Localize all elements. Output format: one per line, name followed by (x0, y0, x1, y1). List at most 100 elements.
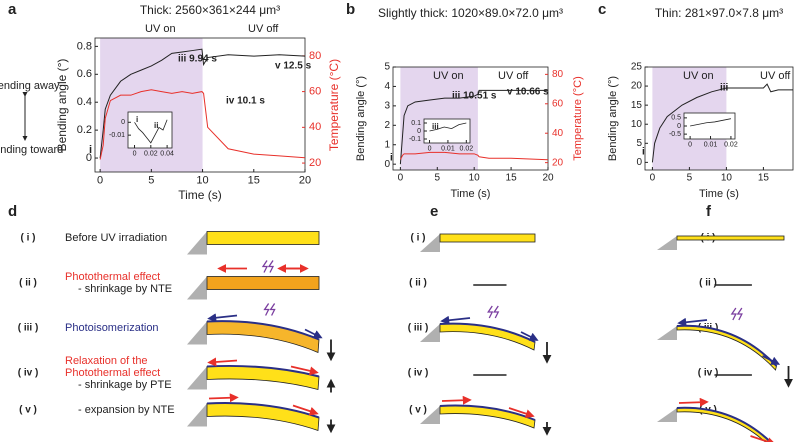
x-tick-label: 0 (428, 145, 432, 152)
x-tick-label: 20 (542, 173, 554, 184)
support (657, 236, 677, 250)
y2-tick-label: 60 (552, 98, 564, 109)
data-line (134, 119, 168, 144)
arrow (678, 397, 709, 407)
annotation: UV on (433, 70, 464, 82)
x-tick-label: 0 (97, 175, 103, 187)
inset-bg (684, 113, 735, 139)
row-text: Photothermal effect (65, 367, 160, 379)
bent-beam (206, 320, 320, 354)
row-number: ( i ) (21, 233, 36, 244)
row-text: Photothermal effect (65, 271, 160, 283)
support (420, 324, 440, 342)
x-tick-label: 15 (758, 173, 770, 184)
beam (206, 276, 320, 290)
row-text: Photoisomerization (65, 322, 159, 334)
inset-annotation: ii (154, 121, 158, 130)
row-text: - expansion by NTE (78, 404, 175, 416)
inset-annotation: i (136, 115, 138, 124)
annotation: iii (720, 83, 729, 94)
panel-label: f (706, 203, 712, 220)
x-tick-label: 20 (299, 175, 311, 187)
y2-tick-label: 20 (552, 157, 564, 168)
arrow (441, 395, 472, 405)
arrow (304, 328, 323, 339)
y2-tick-label: 80 (309, 50, 321, 62)
annotation: iv 10.1 s (226, 96, 265, 107)
annotation: Bending toward (0, 144, 63, 156)
x-tick-label: 10 (721, 173, 733, 184)
y-tick-label: 5 (636, 138, 642, 149)
y-tick-label: 0.1 (411, 120, 421, 127)
y2-tick-label: 20 (309, 157, 321, 169)
beam (206, 231, 320, 245)
support (187, 231, 207, 255)
uv-bolt (263, 303, 276, 316)
x-tick-label: 15 (248, 175, 260, 187)
y-axis-label: Bending angle (°) (55, 59, 69, 152)
y-tick-label: 0.8 (77, 40, 92, 52)
y-tick-label: 0 (417, 128, 421, 135)
blue-layer (676, 324, 778, 367)
y-tick-label: -0.1 (409, 136, 421, 143)
row-number: ( iii ) (408, 323, 429, 334)
row-number: ( iv ) (698, 368, 719, 379)
arrow (292, 404, 319, 416)
y-tick-label: 0.4 (77, 96, 92, 108)
y-tick-label: 0 (636, 157, 642, 168)
annotation: iii 10.51 s (452, 91, 497, 102)
bent-beam (439, 405, 536, 429)
panel-label: d (8, 203, 17, 220)
data-line (99, 89, 306, 160)
annotation: i (390, 153, 393, 164)
annotation: i (89, 144, 92, 156)
annotation: UV on (683, 70, 714, 82)
uv-bolt (487, 305, 500, 319)
support (657, 326, 677, 340)
x-tick-label: 5 (687, 173, 693, 184)
inset-bg (128, 112, 172, 148)
blue-layer (206, 364, 320, 378)
arrow (440, 315, 471, 325)
x-tick-label: 15 (506, 173, 518, 184)
arrow (508, 407, 535, 418)
panel-label: e (430, 203, 438, 220)
uv-bolt (730, 307, 743, 321)
uv-region (400, 67, 478, 170)
x-tick-label: 10 (469, 173, 481, 184)
blue-layer (439, 322, 536, 343)
y-axis-label: Bending angle (°) (355, 76, 367, 161)
row-text: - shrinkage by NTE (78, 283, 172, 295)
y-tick-label: 0 (86, 152, 92, 164)
row-text: Before UV irradiation (65, 232, 167, 244)
support (187, 276, 207, 300)
y-tick-label: 0 (121, 119, 125, 126)
x-axis-label: Time (s) (451, 188, 491, 200)
row-number: ( iv ) (408, 368, 429, 379)
x-axis-label: Time (s) (178, 188, 222, 202)
arrow (762, 355, 781, 365)
x-axis-label: Time (s) (699, 188, 739, 200)
annotation: iii 9.94 s (178, 54, 217, 65)
annotation: UV off (248, 23, 279, 35)
y-tick-label: 5 (384, 62, 390, 73)
annotation: v 10.66 s (507, 87, 549, 98)
x-tick-label: 0.04 (160, 150, 174, 157)
support (187, 366, 207, 390)
y-tick-label: 0.6 (77, 68, 92, 80)
y2-axis-label: Temperature (°C) (327, 59, 341, 151)
bent-beam (206, 402, 320, 432)
row-number: ( ii ) (19, 278, 37, 289)
blue-layer (206, 320, 320, 341)
y-tick-label: 20 (631, 81, 643, 92)
y-tick-label: 0.5 (671, 115, 681, 122)
x-tick-label: 0 (688, 141, 692, 148)
data-line (429, 122, 467, 132)
y-tick-label: 0.2 (77, 124, 92, 136)
x-tick-label: 0.02 (460, 145, 474, 152)
x-tick-label: 10 (196, 175, 208, 187)
x-tick-label: 0 (133, 150, 137, 157)
arrow (750, 435, 777, 442)
y-tick-label: 15 (631, 100, 643, 111)
